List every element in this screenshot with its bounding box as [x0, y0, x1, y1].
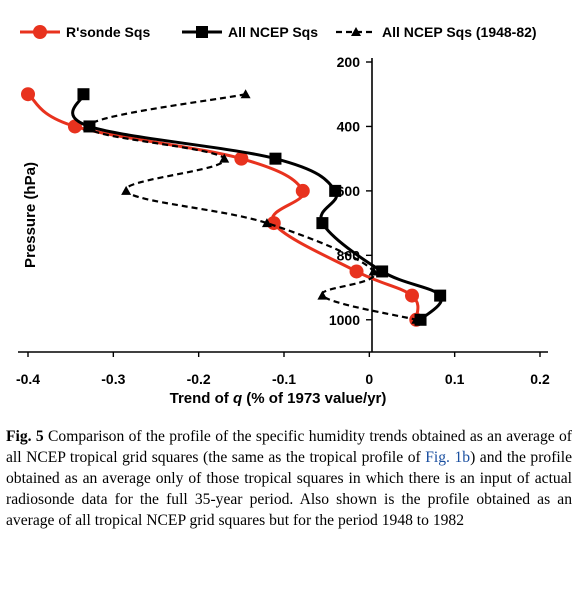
legend-label-2: All NCEP Sqs: [228, 24, 318, 40]
caption-text-part2: ) and the profile obtained as an average…: [6, 449, 572, 529]
x-tick-label: 0.2: [530, 371, 550, 387]
series-3-point: [368, 266, 379, 276]
chart-series: [21, 87, 447, 327]
legend-marker-1: [33, 25, 47, 39]
series-line-3: [86, 93, 417, 321]
series-group-3: [82, 89, 422, 324]
legend-label-1: R'sonde Sqs: [66, 24, 150, 40]
x-tick-label: -0.1: [272, 371, 296, 387]
legend-marker-3: [351, 27, 361, 36]
series-1-point: [234, 151, 249, 166]
y-axis-label: Pressure (hPa): [22, 162, 39, 268]
series-2-point: [77, 88, 90, 101]
x-tick-label: -0.3: [101, 371, 125, 387]
x-tick-label: -0.4: [16, 371, 40, 387]
x-tick-label: 0: [365, 371, 373, 387]
series-3-point: [219, 153, 230, 163]
series-group-2: [71, 88, 447, 326]
series-1-point: [405, 288, 419, 303]
y-tick-label: 200: [337, 54, 361, 70]
series-1-point: [21, 87, 35, 102]
series-3-point: [317, 290, 328, 300]
series-2-point: [329, 184, 342, 197]
caption-text-part1: Comparison of the profile of the specifi…: [6, 428, 572, 466]
figure-caption: Fig. 5 Comparison of the profile of the …: [6, 426, 572, 531]
series-2-point: [269, 152, 282, 165]
legend-marker-2: [196, 26, 208, 38]
caption-label: Fig. 5: [6, 428, 44, 445]
series-2-point: [434, 289, 447, 302]
chart-legend: R'sonde Sqs All NCEP Sqs All NCEP Sqs (194…: [20, 24, 537, 40]
series-3-point: [121, 185, 132, 195]
trend-profile-chart: R'sonde Sqs All NCEP Sqs All NCEP Sqs (194…: [16, 24, 550, 407]
series-3-point: [240, 89, 251, 99]
series-2-point: [376, 265, 389, 278]
x-tick-label: 0.1: [445, 371, 465, 387]
series-3-point: [411, 314, 422, 324]
x-tick-label: -0.2: [187, 371, 211, 387]
y-tick-label: 400: [337, 118, 361, 134]
y-tick-label: 600: [337, 183, 361, 199]
caption-figure-link[interactable]: Fig. 1b: [425, 449, 471, 466]
series-3-point: [261, 218, 272, 228]
y-tick-label: 1000: [329, 312, 360, 328]
x-axis-label: Trend of q (% of 1973 value/yr): [170, 390, 387, 407]
series-1-point: [349, 264, 364, 279]
series-3-point: [82, 121, 93, 131]
series-1-point: [295, 183, 310, 198]
series-line-2: [71, 93, 443, 321]
legend-label-3: All NCEP Sqs (1948-82): [382, 24, 537, 40]
series-2-point: [316, 217, 329, 230]
